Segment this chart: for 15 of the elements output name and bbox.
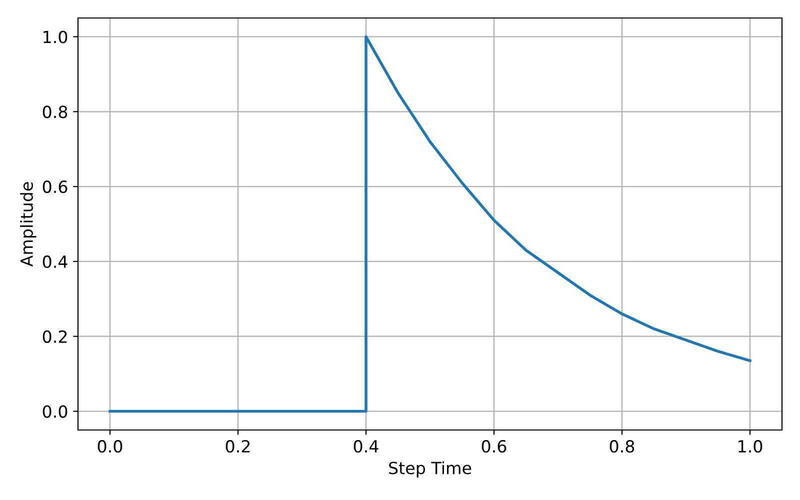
x-tick-label: 0.4	[354, 440, 378, 453]
x-axis-title: Step Time	[389, 461, 472, 478]
y-tick-label: 1.0	[44, 30, 68, 44]
y-tick-label: 0.8	[42, 106, 68, 118]
x-tick-label: 0.2	[226, 440, 250, 453]
x-tick-label: 0.6	[482, 440, 506, 453]
x-tick-label: 1.0	[738, 440, 762, 453]
x-tick-label: 0.0	[98, 440, 122, 453]
y-tick-label: 0.0	[42, 405, 68, 418]
y-tick-label: 0.4	[42, 255, 68, 268]
y-tick-label: 0.6	[42, 180, 68, 194]
y-tick-label: 0.2	[42, 330, 67, 343]
line-series	[108, 35, 752, 413]
x-tick-label: 0.8	[610, 440, 634, 453]
y-axis-title: Amplitude	[20, 182, 36, 267]
